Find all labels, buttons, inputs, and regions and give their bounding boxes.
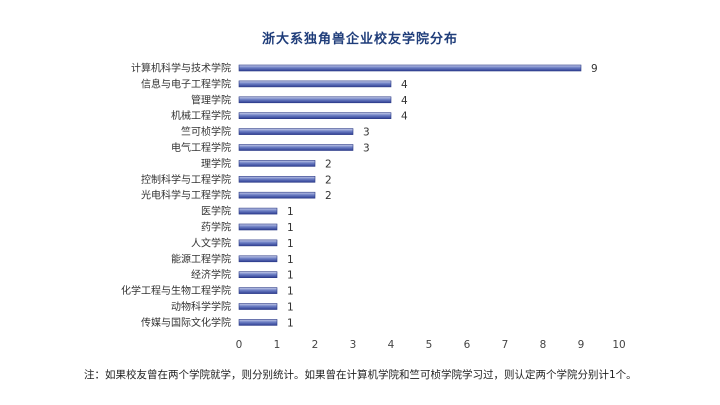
bar — [238, 255, 278, 263]
bar — [238, 303, 278, 310]
category-label: 电气工程学院 — [171, 141, 231, 154]
x-tick-label: 6 — [464, 339, 471, 351]
value-label: 2 — [325, 174, 332, 186]
value-label: 1 — [287, 254, 294, 266]
x-tick-label: 10 — [612, 339, 625, 351]
category-label: 经济学院 — [191, 268, 231, 281]
value-label: 1 — [287, 317, 294, 329]
bar — [238, 144, 354, 151]
bar — [238, 207, 278, 215]
x-tick-label: 1 — [274, 339, 281, 351]
bar — [238, 64, 582, 72]
bar — [238, 319, 278, 326]
value-label: 4 — [401, 111, 408, 123]
bar — [238, 176, 316, 183]
x-tick-label: 3 — [350, 339, 357, 351]
category-label: 动物科学学院 — [171, 300, 231, 313]
category-label: 光电科学与工程学院 — [141, 189, 231, 202]
category-label: 计算机科学与技术学院 — [131, 62, 231, 75]
category-label: 竺可桢学院 — [181, 125, 231, 138]
value-label: 1 — [287, 270, 294, 282]
value-label: 1 — [287, 222, 294, 234]
x-tick-label: 5 — [426, 339, 433, 351]
category-label: 信息与电子工程学院 — [141, 77, 231, 90]
category-label: 人文学院 — [191, 236, 231, 249]
chart-title: 浙大系独角兽企业校友学院分布 — [261, 32, 458, 47]
x-tick-label: 4 — [388, 339, 395, 351]
category-label: 化学工程与生物工程学院 — [121, 284, 231, 297]
category-label: 医学院 — [201, 205, 231, 218]
x-tick-label: 2 — [312, 339, 319, 351]
bar — [238, 160, 316, 167]
value-label: 1 — [287, 238, 294, 250]
value-label: 4 — [401, 95, 408, 107]
value-label: 1 — [287, 302, 294, 314]
x-tick-label: 8 — [540, 339, 547, 351]
bar — [238, 80, 392, 88]
x-tick-label: 7 — [502, 339, 509, 351]
bar — [238, 96, 392, 104]
bar — [238, 191, 316, 199]
category-label: 能源工程学院 — [171, 252, 231, 265]
value-label: 2 — [325, 158, 332, 170]
bar — [238, 128, 354, 135]
category-label: 药学院 — [201, 221, 231, 234]
category-label: 理学院 — [201, 157, 231, 170]
category-label: 控制科学与工程学院 — [141, 173, 231, 186]
category-label: 管理学院 — [191, 93, 231, 106]
value-label: 1 — [287, 206, 294, 218]
bar — [238, 112, 392, 119]
value-label: 1 — [287, 286, 294, 298]
bar — [238, 239, 278, 247]
bar — [238, 271, 278, 279]
value-label: 2 — [325, 190, 332, 202]
bar — [238, 287, 278, 294]
value-label: 9 — [591, 63, 598, 75]
chart-footnote: 注：如果校友曾在两个学院就学，则分别统计。如果曾在计算机学院和竺可桢学院学习过，… — [84, 369, 637, 381]
value-label: 3 — [363, 127, 370, 139]
value-label: 4 — [401, 79, 408, 91]
value-label: 3 — [363, 143, 370, 155]
x-tick-label: 9 — [578, 339, 585, 351]
category-label: 传媒与国际文化学院 — [141, 316, 231, 329]
category-label: 机械工程学院 — [171, 109, 231, 122]
x-tick-label: 0 — [236, 339, 243, 351]
bar — [238, 223, 278, 231]
